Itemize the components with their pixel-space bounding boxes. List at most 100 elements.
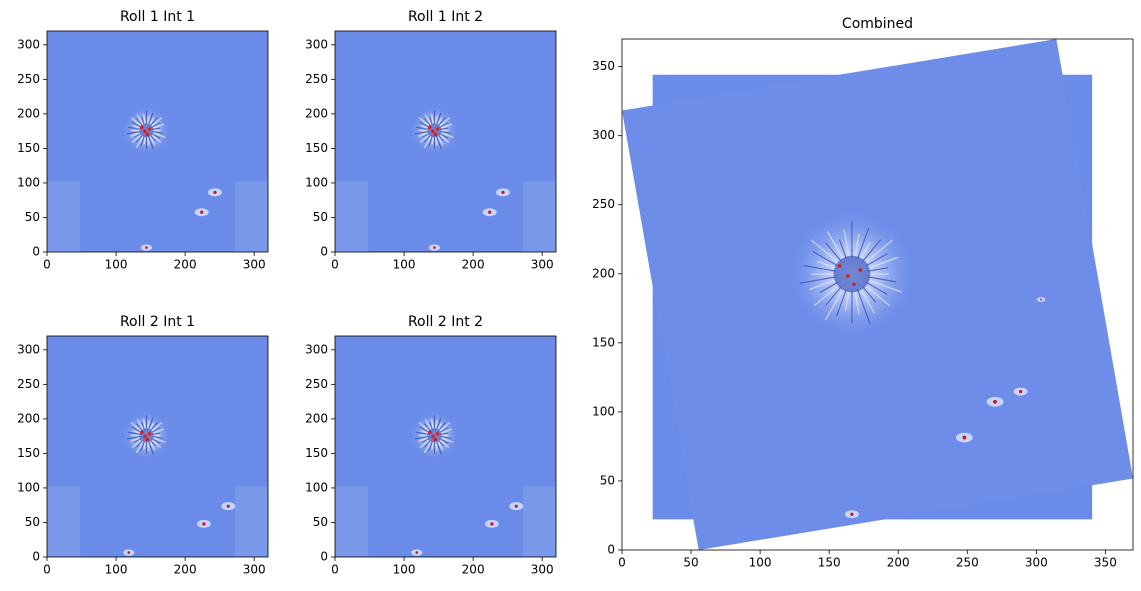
panel — [47, 31, 268, 252]
psf-spoke — [149, 117, 158, 127]
source-core — [490, 522, 494, 526]
psf-spoke — [143, 136, 146, 145]
psf-spoke — [150, 117, 163, 127]
panel-title: Roll 2 Int 2 — [408, 314, 483, 330]
psf-spoke — [856, 227, 870, 259]
x-tick-label: 300 — [243, 563, 266, 577]
psf-spoke — [152, 127, 161, 130]
psf-spoke — [825, 242, 842, 262]
psf-spoke — [136, 423, 143, 432]
psf-spoke — [826, 231, 845, 261]
psf-speck — [140, 125, 144, 130]
psf-spoke — [149, 440, 156, 451]
psf-spoke — [136, 439, 143, 448]
psf-spoke — [143, 441, 146, 450]
psf-spoke — [133, 430, 141, 434]
psf-spoke — [437, 134, 444, 142]
edge-glow — [335, 181, 369, 252]
psf-spoke — [126, 435, 141, 440]
x-tick-label: 150 — [818, 556, 841, 570]
psf-spoke — [424, 419, 432, 431]
x-tick-label: 0 — [43, 258, 51, 272]
source-core — [415, 551, 419, 554]
psf-spoke — [824, 287, 845, 321]
psf-speck — [140, 430, 144, 435]
x-tick-label: 50 — [683, 556, 698, 570]
psf-spoke — [424, 114, 432, 126]
psf-spoke — [424, 423, 431, 432]
psf-spoke — [422, 133, 430, 138]
axes-frame — [46, 30, 269, 253]
y-tick-label: 200 — [592, 266, 615, 280]
y-tick-label: 250 — [17, 72, 40, 86]
psf-spoke — [856, 289, 871, 325]
psf-spoke — [148, 441, 154, 455]
psf-spoke — [867, 279, 903, 293]
psf-spoke — [799, 276, 836, 284]
psf-spoke — [414, 130, 429, 135]
psf-spoke — [130, 437, 141, 442]
axes-frame — [621, 38, 1134, 551]
psf-spoke — [817, 260, 837, 270]
psf-spoke — [421, 430, 429, 434]
psf-spoke — [810, 239, 840, 265]
y-tick-label: 300 — [17, 37, 40, 51]
psf-speck — [433, 437, 438, 442]
psf-spoke — [151, 133, 161, 139]
axes-frame — [334, 30, 557, 253]
y-tick-label: 0 — [32, 550, 40, 564]
psf-spoke — [149, 423, 154, 431]
source-core — [433, 246, 436, 249]
psf-spoke — [419, 438, 431, 448]
psf-spoke — [151, 122, 161, 128]
y-tick-label: 50 — [25, 515, 40, 529]
psf-spoke — [136, 118, 143, 127]
psf-spoke — [152, 437, 166, 443]
psf-speck — [846, 274, 850, 278]
source-core — [226, 504, 230, 508]
y-tick-label: 300 — [592, 128, 615, 142]
psf-spoke — [440, 127, 449, 130]
psf-spoke — [440, 432, 449, 435]
panel — [47, 336, 268, 557]
psf-spoke — [439, 438, 449, 444]
psf-spoke — [431, 136, 434, 145]
edge-glow — [47, 486, 81, 557]
psf-spoke — [428, 136, 433, 147]
psf-speck — [852, 282, 856, 287]
psf-spoke — [439, 122, 449, 128]
psf-spoke — [424, 439, 431, 448]
psf-spoke — [859, 241, 871, 261]
psf-spoke — [440, 130, 452, 134]
psf-spoke — [813, 284, 840, 307]
psf-spoke — [149, 134, 156, 142]
x-tick-label: 300 — [1025, 556, 1048, 570]
psf-spoke — [146, 441, 150, 451]
x-tick-label: 100 — [393, 258, 416, 272]
psf-spoke — [151, 438, 161, 444]
y-tick-label: 250 — [592, 197, 615, 211]
y-tick-label: 0 — [607, 543, 615, 557]
psf-spoke — [141, 422, 145, 430]
psf-spoke — [140, 136, 145, 147]
psf-spoke — [134, 133, 142, 138]
psf-spoke — [854, 233, 860, 259]
panel-title: Roll 2 Int 1 — [120, 314, 195, 330]
psf-speck — [435, 127, 440, 131]
psf-speck — [428, 125, 432, 130]
source-core — [1040, 298, 1042, 301]
psf-spoke — [440, 132, 454, 138]
psf-spoke — [436, 136, 442, 150]
psf-spoke — [146, 420, 150, 430]
psf-spoke — [436, 441, 442, 455]
psf-speck — [145, 132, 150, 137]
psf-spoke — [151, 427, 161, 433]
psf-spoke — [150, 133, 162, 143]
psf-spoke — [424, 134, 431, 143]
psf-spoke — [128, 431, 141, 435]
y-tick-label: 300 — [17, 342, 40, 356]
psf-spoke — [867, 276, 897, 283]
psf-spoke — [430, 113, 434, 125]
x-tick-label: 100 — [105, 258, 128, 272]
